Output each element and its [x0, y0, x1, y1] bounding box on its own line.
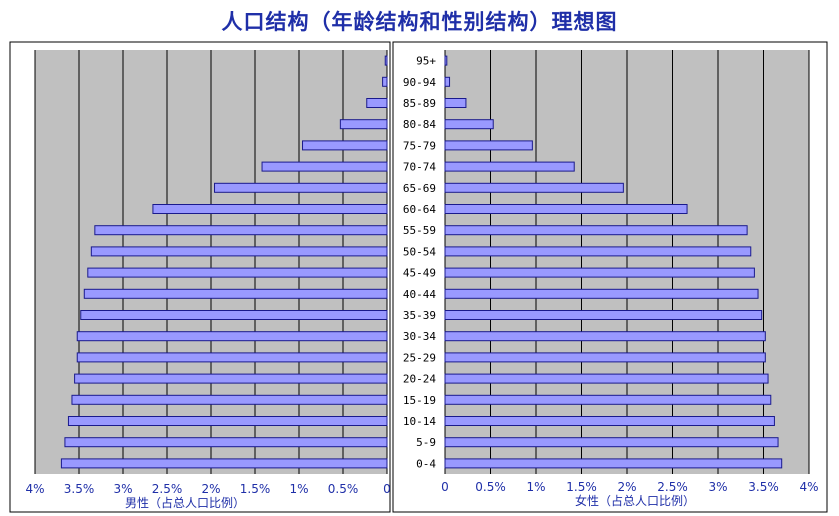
male-bar-20-24 [74, 373, 388, 384]
age-group-label: 70-74 [403, 161, 436, 174]
male-tick-label: 1.5% [240, 482, 271, 496]
age-group-label: 75-79 [403, 139, 436, 152]
female-bar-30-34 [444, 331, 766, 342]
male-tick-label: 2.5% [152, 482, 183, 496]
female-bar-5-9 [444, 437, 779, 448]
male-bar-25-29 [76, 352, 388, 363]
female-bar-90-94 [444, 76, 451, 87]
female-tick-label: 0 [441, 480, 449, 494]
female-tick-label: 0.5% [475, 480, 506, 494]
age-group-label: 95+ [416, 55, 436, 68]
female-bar-85-89 [444, 98, 467, 108]
age-group-label: 0-4 [416, 457, 436, 470]
female-bar-10-14 [444, 416, 775, 426]
age-group-label: 80-84 [403, 118, 436, 131]
male-bar-0-4 [60, 458, 388, 469]
male-bar-55-59 [94, 225, 388, 236]
age-group-label: 10-14 [403, 415, 436, 428]
female-bar-65-69 [444, 182, 624, 193]
female-tick-label: 1.5% [566, 480, 597, 494]
male-tick-label: 2% [201, 482, 220, 496]
male-bar-95+ [384, 55, 388, 66]
female-tick-label: 4% [799, 480, 818, 494]
age-group-label: 20-24 [403, 373, 436, 386]
male-bar-5-9 [64, 437, 388, 448]
male-bar-65-69 [214, 182, 388, 193]
female-axis-label: 女性（占总人口比例） [575, 493, 695, 508]
male-bar-15-19 [71, 394, 388, 405]
male-bar-75-79 [302, 140, 388, 151]
age-group-label: 25-29 [403, 351, 436, 364]
age-group-label: 30-34 [403, 330, 436, 343]
male-tick-label: 3% [113, 482, 132, 496]
age-group-label: 35-39 [403, 309, 436, 322]
female-bar-15-19 [444, 394, 772, 405]
male-bar-90-94 [382, 76, 388, 87]
male-tick-label: 0.5% [328, 482, 359, 496]
male-bar-35-39 [80, 310, 388, 320]
age-group-label: 90-94 [403, 76, 436, 89]
age-group-label: 60-64 [403, 203, 436, 216]
female-bar-25-29 [444, 352, 766, 363]
chart-title: 人口结构（年龄结构和性别结构）理想图 [221, 10, 618, 34]
male-bar-85-89 [366, 98, 388, 108]
age-group-label: 5-9 [416, 436, 436, 449]
female-bar-50-54 [444, 246, 752, 257]
female-bar-40-44 [444, 288, 759, 299]
female-bar-70-74 [444, 161, 575, 172]
female-tick-label: 3% [708, 480, 727, 494]
male-tick-label: 1% [289, 482, 308, 496]
age-group-label: 65-69 [403, 182, 436, 195]
male-bar-40-44 [83, 288, 388, 299]
female-tick-label: 3.5% [748, 480, 779, 494]
male-bar-60-64 [152, 204, 388, 214]
age-group-label: 85-89 [403, 97, 436, 110]
age-group-label: 15-19 [403, 394, 436, 407]
age-group-label: 50-54 [403, 245, 436, 258]
male-bar-45-49 [87, 267, 388, 278]
female-tick-label: 1% [526, 480, 545, 494]
age-group-label: 45-49 [403, 267, 436, 280]
female-bar-20-24 [444, 373, 769, 384]
female-tick-label: 2.5% [657, 480, 688, 494]
female-bar-55-59 [444, 225, 748, 236]
male-bar-70-74 [261, 161, 388, 172]
female-bar-35-39 [444, 310, 763, 320]
female-bar-60-64 [444, 204, 688, 214]
female-bar-75-79 [444, 140, 533, 151]
male-axis-label: 男性（占总人口比例） [125, 495, 245, 510]
female-bar-95+ [444, 55, 448, 66]
male-tick-label: 3.5% [64, 482, 95, 496]
female-bar-0-4 [444, 458, 783, 469]
male-bar-80-84 [339, 119, 388, 130]
male-bar-30-34 [76, 331, 388, 342]
male-tick-label: 0 [383, 482, 391, 496]
female-bar-80-84 [444, 119, 494, 130]
male-tick-label: 4% [25, 482, 44, 496]
female-bar-45-49 [444, 267, 755, 278]
age-group-label: 55-59 [403, 224, 436, 237]
female-tick-label: 2% [617, 480, 636, 494]
male-bar-10-14 [67, 416, 388, 426]
male-bar-50-54 [90, 246, 388, 257]
age-group-label: 40-44 [403, 288, 436, 301]
